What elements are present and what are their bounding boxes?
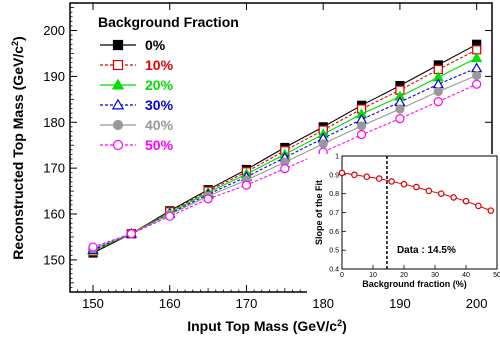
inset-y-tick-label: 0.4 [329,267,339,274]
x-tick-label: 160 [159,296,181,311]
y-tick-label: 170 [43,161,65,176]
x-tick-label: 150 [82,296,104,311]
legend-item-0pct: 0% [100,37,166,53]
inset-y-tick-label: 0.5 [329,248,339,255]
data-point [88,242,98,252]
inset-y-tick-label: 0.6 [329,229,339,236]
legend-label: 30% [145,97,174,113]
data-point [433,86,443,97]
series-50pct [88,79,482,252]
inset-data-point [462,197,470,205]
legend-item-20pct: 20% [100,77,174,93]
legend-item-30pct: 30% [100,97,174,113]
legend-label: 10% [145,57,174,73]
legend-item-40pct: 40% [100,117,174,133]
inset-data-point [388,178,395,185]
inset-data-point [425,187,433,195]
inset-series-group [338,169,495,214]
legend-marker [112,39,124,51]
data-point [433,97,443,107]
legend-item-10pct: 10% [100,57,174,73]
inset-y-tick-label: 0.9 [329,172,339,179]
inset-data-point [450,194,457,201]
inset-y-tick-label: 1 [335,154,339,161]
data-point [126,229,136,239]
inset-data-point [375,175,383,182]
y-tick-label: 190 [43,69,65,84]
legend-label: 20% [145,77,174,93]
inset-x-tick-label: 40 [462,272,470,279]
inset-data-point [413,183,420,191]
x-tick-label: 200 [466,296,488,311]
legend-items: 0% 10% 20% 30% 40% 50% [100,37,174,153]
data-point [395,104,405,114]
inset-data-point [437,190,445,197]
data-point [472,70,482,81]
inset-y-tick-label: 0.8 [329,191,339,198]
y-tick-label: 180 [43,115,65,130]
legend: Background Fraction 0% 10% 20% 30% 40% 50% [98,14,239,153]
inset-axis-ticks: 0 10 20 30 40 50 0.4 0.5 0.6 0.7 0.8 0.9 1 [329,154,500,280]
main-plot-frame [69,2,493,293]
x-tick-label: 180 [312,296,334,311]
data-point [241,180,252,190]
inset-data-point [363,173,371,181]
inset-data-point [475,202,482,210]
data-point [395,113,405,124]
inset-data-point [400,180,408,188]
data-point [280,164,290,174]
data-point [356,130,367,140]
data-fraction-annotation: Data : 14.5% [397,245,456,256]
y-axis-title: Reconstructed Top Mass (GeV/c2) [10,36,26,259]
main-series-group [87,39,483,258]
inset-y-tick-label: 0.7 [329,210,339,217]
data-point [471,62,483,73]
y-tick-label: 160 [43,207,65,222]
inset-x-tick-label: 0 [340,272,344,279]
inset-background [307,154,500,294]
y-tick-label: 200 [43,23,65,38]
x-tick-label: 170 [236,296,258,311]
legend-marker [112,139,124,151]
data-point [471,52,483,63]
x-axis-title: Input Top Mass (GeV/c2) [187,318,347,334]
legend-marker [111,78,125,90]
inset-x-tick-label: 10 [369,272,377,279]
legend-label: 0% [145,37,166,53]
inset-data-point [351,171,358,179]
inset-x-tick-label: 50 [493,272,500,279]
inset-x-tick-label: 30 [431,272,439,279]
x-tick-label: 190 [389,296,411,311]
data-point [356,121,367,131]
inset-x-tick-label: 20 [400,272,408,279]
inset-plot: 0 10 20 30 40 50 0.4 0.5 0.6 0.7 0.8 0.9 1 Data : 14… [307,154,500,294]
data-point [318,139,328,149]
inset-data-point [487,207,495,214]
inset-x-axis-title: Background fraction (%) [362,279,467,289]
data-point [472,79,482,89]
data-point [203,194,213,204]
legend-title: Background Fraction [98,14,239,30]
data-point [165,211,175,221]
legend-marker [112,59,124,71]
legend-label: 50% [145,137,174,153]
legend-marker [111,98,125,110]
legend-item-50pct: 50% [100,137,174,153]
inset-data-point [338,169,346,177]
inset-y-axis-title: Slope of the Fit [314,180,324,245]
legend-marker [112,119,124,131]
y-tick-label: 150 [43,252,65,267]
legend-label: 40% [145,117,174,133]
